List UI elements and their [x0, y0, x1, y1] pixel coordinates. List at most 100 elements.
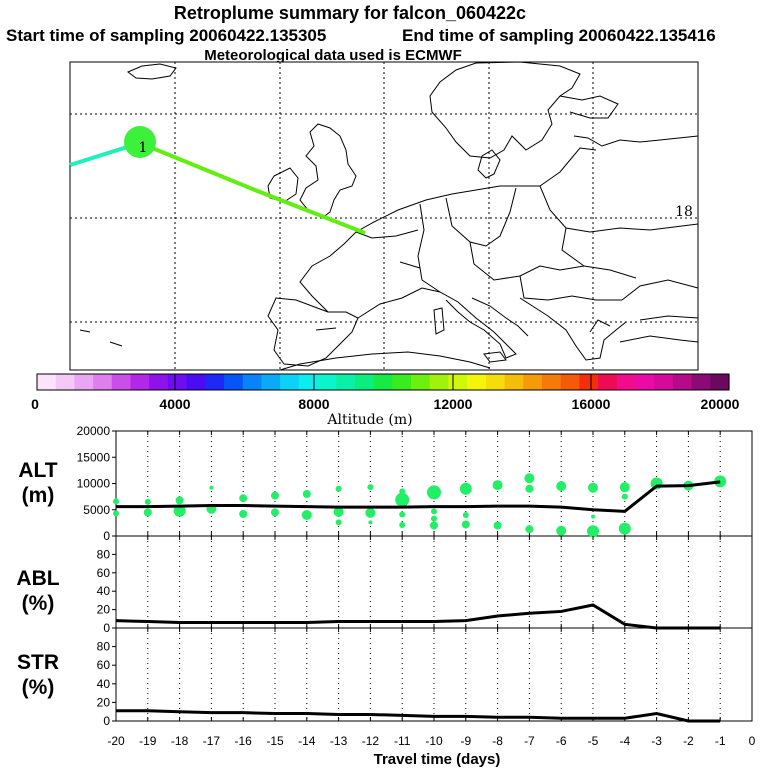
colorbar-swatch — [392, 374, 412, 390]
y-tick-label: 0 — [103, 529, 110, 543]
y-tick-label: 5000 — [83, 503, 110, 517]
scatter-point — [556, 525, 567, 536]
scatter-point — [335, 485, 342, 492]
scatter-point — [621, 493, 628, 500]
colorbar-swatch — [186, 374, 206, 390]
colorbar-swatch — [541, 374, 562, 390]
x-tick-label: -1 — [715, 734, 726, 748]
y-tick-label: 20000 — [77, 424, 111, 438]
trajectory-map: 1 18 — [69, 61, 699, 371]
abl-panel: 0 20 40 60 80 — [97, 536, 753, 635]
scatter-point — [271, 491, 279, 500]
y-tick-label: 80 — [97, 547, 111, 561]
x-tick-label: -11 — [394, 734, 411, 748]
scatter-point — [525, 525, 534, 534]
start-time-label: Start time of sampling 20060422.135305 — [6, 26, 326, 45]
colorbar-tick: 20000 — [701, 396, 740, 412]
scatter-point — [113, 510, 119, 517]
series-line — [116, 709, 721, 723]
colorbar-swatch — [467, 374, 487, 390]
colorbar-swatch — [37, 374, 57, 390]
scatter-point — [365, 507, 376, 518]
alt-label-top: ALT — [18, 459, 57, 482]
colorbar-swatch — [55, 374, 76, 390]
scatter-point — [493, 521, 502, 530]
scatter-point — [239, 494, 248, 503]
scatter-point — [301, 510, 312, 520]
scatter-point — [399, 521, 406, 528]
scatter-point — [143, 508, 152, 517]
colorbar-swatch — [242, 374, 263, 390]
scatter-point — [492, 480, 503, 491]
colorbar-tick: 0 — [31, 396, 39, 412]
colorbar-swatch — [149, 374, 169, 390]
y-tick-label: 40 — [97, 584, 111, 598]
x-tick-label: -12 — [362, 734, 380, 748]
end-time-label: End time of sampling 20060422.135416 — [402, 26, 716, 45]
y-tick-label: 40 — [97, 677, 111, 691]
series-line — [115, 603, 721, 630]
colorbar-swatch — [354, 374, 375, 390]
x-tick-label: -8 — [492, 734, 503, 748]
scatter-point — [525, 484, 534, 493]
y-tick-label: 10000 — [77, 477, 111, 491]
colorbar-swatch — [373, 374, 393, 390]
scatter-point — [333, 506, 344, 517]
scatter-point — [591, 514, 595, 519]
scatter-point — [175, 496, 184, 505]
x-tick-label: -6 — [556, 734, 567, 748]
scatter-point — [209, 485, 214, 490]
colorbar-swatch — [205, 374, 225, 390]
x-tick-label: 0 — [749, 734, 756, 748]
colorbar-swatch — [111, 374, 132, 390]
x-tick-label: -2 — [683, 734, 694, 748]
x-tick-label: -13 — [330, 734, 348, 748]
trajectory-marker-1-label: 1 — [139, 140, 148, 156]
scatter-point — [618, 522, 631, 535]
series-line — [116, 480, 721, 513]
x-tick-label: -10 — [425, 734, 443, 748]
x-tick-label: -17 — [203, 734, 221, 748]
trajectory-marker-1 — [124, 126, 156, 158]
scatter-point — [335, 519, 342, 526]
y-tick-label: 20 — [97, 603, 111, 617]
colorbar-swatch — [167, 374, 188, 390]
scatter-point — [462, 512, 469, 518]
colorbar-swatch — [579, 374, 599, 390]
x-axis-ticks: -20 -19 -18 -17 -16 -15 -14 -13 -12 -11 -10 -9 -8 -7-… — [107, 734, 755, 748]
scatter-point — [239, 509, 248, 518]
scatter-point — [399, 511, 406, 518]
colorbar-tick: 8000 — [298, 396, 329, 412]
colorbar-swatch — [317, 374, 337, 390]
x-tick-label: -15 — [266, 734, 284, 748]
alt-panel: 0 5000 10000 15000 20000 — [77, 424, 753, 543]
colorbar-swatch — [448, 374, 468, 390]
str-label-top: STR — [17, 651, 59, 674]
colorbar-swatch — [616, 374, 637, 390]
scatter-point — [427, 485, 441, 500]
map-grid — [70, 62, 698, 370]
x-axis-label: Travel time (days) — [374, 751, 501, 768]
scatter-point — [556, 481, 567, 492]
y-tick-label: 60 — [97, 566, 111, 580]
y-tick-label: 0 — [103, 621, 110, 635]
colorbar-swatch — [336, 374, 356, 390]
scatter-point — [524, 473, 535, 484]
colorbar-swatch — [654, 374, 674, 390]
colorbar-swatch — [298, 374, 319, 390]
x-tick-label: -20 — [107, 734, 125, 748]
colorbar-swatch — [710, 374, 730, 390]
alt-label-unit: (m) — [22, 484, 55, 507]
x-tick-label: -4 — [619, 734, 630, 748]
y-tick-label: 15000 — [77, 450, 111, 464]
abl-label-unit: (%) — [22, 592, 55, 615]
colorbar-swatch — [429, 374, 450, 390]
scatter-point — [173, 504, 186, 517]
trajectory-segment-2 — [139, 141, 366, 235]
x-tick-label: -7 — [524, 734, 535, 748]
colorbar-swatch — [635, 374, 655, 390]
x-tick-label: -9 — [460, 734, 471, 748]
y-tick-label: 0 — [103, 714, 110, 728]
scatter-point — [395, 492, 410, 507]
colorbar-outline — [36, 373, 730, 391]
